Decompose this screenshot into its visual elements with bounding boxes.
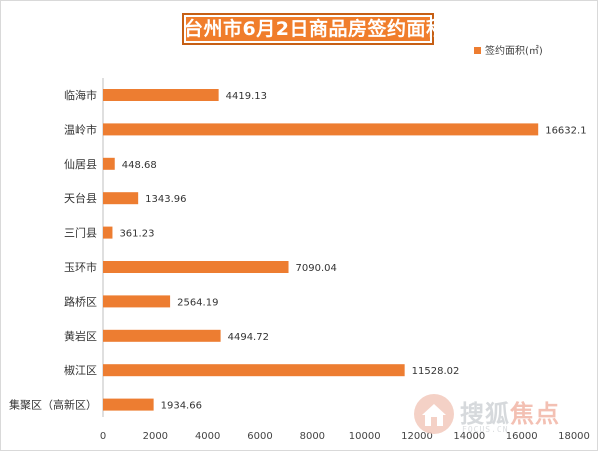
x-tick-label: 2000: [143, 431, 168, 442]
x-tick-label: 18000: [558, 431, 590, 442]
category-label: 临海市: [64, 88, 97, 102]
data-label: 361.23: [119, 229, 154, 240]
x-tick-label: 12000: [401, 431, 433, 442]
x-tick-label: 0: [100, 431, 106, 442]
data-label: 11528.02: [412, 366, 460, 377]
category-label: 路桥区: [64, 295, 97, 308]
data-label: 4419.13: [226, 91, 267, 102]
data-label: 1343.96: [145, 194, 186, 205]
category-label: 三门县: [64, 226, 97, 240]
category-label: 玉环市: [64, 260, 97, 274]
x-tick-label: 4000: [195, 431, 220, 442]
bar: [103, 364, 405, 377]
x-tick-label: 6000: [247, 431, 272, 442]
data-label: 4494.72: [228, 332, 269, 343]
category-label: 温岭市: [64, 122, 97, 136]
data-label: 7090.04: [296, 263, 337, 274]
category-label: 天台县: [64, 191, 97, 205]
data-label: 448.68: [122, 160, 157, 171]
category-label: 仙居县: [64, 158, 97, 171]
category-label: 椒江区: [64, 363, 97, 377]
legend-label: 签约面积(㎡): [485, 46, 543, 57]
category-label: 集聚区（高新区）: [9, 398, 97, 412]
x-tick-label: 14000: [453, 431, 485, 442]
chart-title: 台州市6月2日商品房签约面积: [182, 13, 445, 45]
legend: 签约面积(㎡): [474, 45, 543, 59]
category-label: 黄岩区: [64, 329, 97, 343]
bar: [103, 192, 139, 205]
bar: [103, 398, 154, 411]
legend-swatch: [474, 46, 481, 54]
data-label: 2564.19: [177, 297, 218, 308]
bar: [103, 295, 171, 308]
x-tick-label: 8000: [300, 431, 325, 442]
bar: [103, 123, 539, 136]
bar: [103, 329, 221, 342]
bar: [103, 157, 115, 170]
x-tick-label: 16000: [506, 431, 538, 442]
x-tick-label: 10000: [349, 431, 381, 442]
bar: [103, 226, 113, 239]
data-label: 16632.1: [545, 125, 586, 136]
bar: [103, 261, 289, 273]
data-label: 1934.66: [161, 401, 202, 412]
bar: [103, 89, 219, 101]
